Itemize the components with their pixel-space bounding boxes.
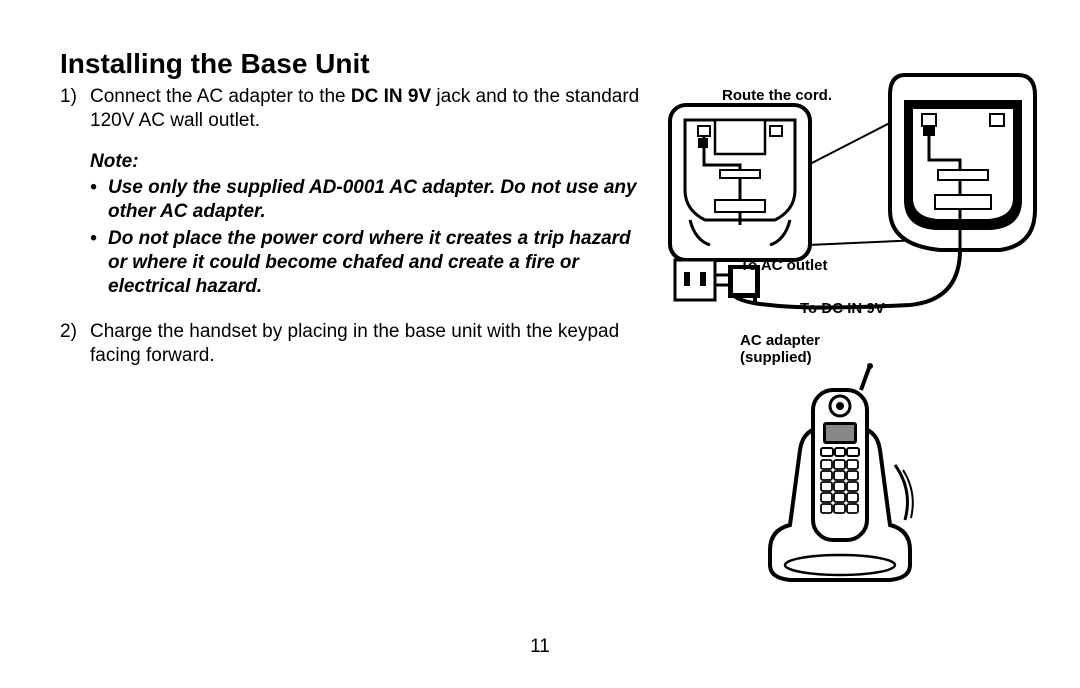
base-rear-view-icon (890, 75, 1035, 250)
note-item: • Use only the supplied AD-0001 AC adapt… (90, 176, 650, 225)
page-number: 11 (0, 636, 1080, 658)
note-item: • Do not place the power cord where it c… (90, 227, 650, 300)
step-number: 2) (60, 320, 90, 369)
installation-diagram: Route the cord. To AC outlet To DC IN 9V… (660, 70, 1040, 590)
step-2: 2) Charge the handset by placing in the … (60, 320, 650, 369)
bullet-icon: • (90, 227, 108, 300)
label-to-dc-in: To DC IN 9V (800, 300, 885, 317)
step-text-pre: Connect the AC adapter to the (90, 86, 351, 107)
handset-in-base-icon (770, 363, 913, 580)
note-text: Do not place the power cord where it cre… (108, 227, 650, 300)
note-text: Use only the supplied AD-0001 AC adapter… (108, 176, 650, 225)
step-text-bold: DC IN 9V (351, 86, 431, 107)
manual-page: Installing the Base Unit 1) Connect the … (0, 0, 1080, 688)
base-front-view-icon (670, 105, 810, 260)
step-1: 1) Connect the AC adapter to the DC IN 9… (60, 85, 650, 302)
label-to-ac-outlet: To AC outlet (740, 257, 827, 274)
label-ac-adapter-1: AC adapter (740, 332, 820, 349)
step-body: Connect the AC adapter to the DC IN 9V j… (90, 85, 650, 302)
label-route-cord: Route the cord. (722, 87, 832, 104)
note-block: Note: • Use only the supplied AD-0001 AC… (90, 150, 650, 300)
wall-outlet-icon (675, 260, 728, 300)
instruction-column: 1) Connect the AC adapter to the DC IN 9… (60, 85, 650, 368)
note-label: Note: (90, 150, 650, 174)
step-body: Charge the handset by placing in the bas… (90, 320, 650, 369)
step-number: 1) (60, 85, 90, 302)
bullet-icon: • (90, 176, 108, 225)
label-ac-adapter-2: (supplied) (740, 349, 812, 366)
